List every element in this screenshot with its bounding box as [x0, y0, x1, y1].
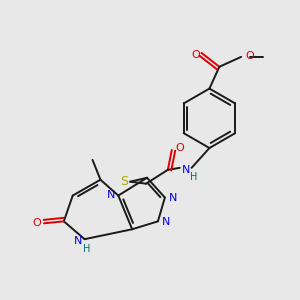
Text: H: H	[83, 244, 90, 254]
Text: N: N	[182, 165, 190, 175]
Text: N: N	[162, 217, 170, 227]
Text: O: O	[191, 50, 200, 60]
Text: N: N	[107, 190, 116, 200]
Text: O: O	[33, 218, 41, 228]
Text: N: N	[74, 236, 82, 246]
Text: O: O	[245, 51, 254, 61]
Text: O: O	[175, 143, 184, 153]
Text: H: H	[190, 172, 197, 182]
Text: S: S	[120, 175, 128, 188]
Text: N: N	[169, 193, 177, 202]
